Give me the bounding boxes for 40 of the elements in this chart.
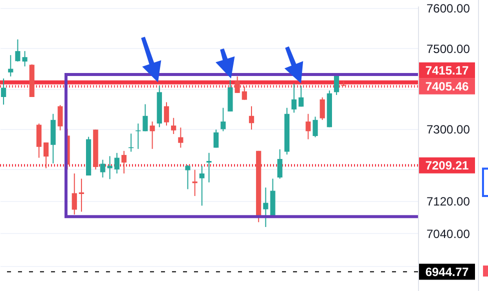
y-tick-label: 7500.00 <box>426 42 470 56</box>
candlestick <box>72 172 77 216</box>
ref-line-label: 7405.46 <box>425 79 470 94</box>
candlestick <box>8 54 14 77</box>
candlestick <box>114 152 120 174</box>
candlestick <box>185 164 190 190</box>
candlestick <box>312 116 318 138</box>
candlestick <box>178 127 184 148</box>
candlestick <box>214 129 219 148</box>
candlestick <box>199 165 204 206</box>
candlestick <box>164 102 170 126</box>
candlestick <box>298 85 304 108</box>
y-tick-label: 7120.00 <box>426 194 470 209</box>
candlestick <box>121 150 127 174</box>
candlestick <box>78 178 84 212</box>
ref-line-label: 7415.17 <box>425 63 470 78</box>
y-tick-label: 7600.00 <box>426 2 470 16</box>
candlestick <box>320 96 325 120</box>
candlestick <box>242 86 247 100</box>
candlestick <box>263 187 268 228</box>
candlestick <box>277 148 282 180</box>
candlestick <box>248 106 254 130</box>
candlestick <box>291 83 297 114</box>
candlestick <box>36 123 42 158</box>
candlestick <box>206 152 212 183</box>
candlestick <box>192 169 198 196</box>
candlestick <box>142 104 148 132</box>
ref-line-label: 6944.77 <box>425 264 470 279</box>
candlestick <box>44 142 49 169</box>
candlestick <box>306 113 311 140</box>
candlestick <box>220 107 226 132</box>
y-tick-label: 7040.00 <box>426 226 470 241</box>
y-tick-label: 7300.00 <box>426 122 470 136</box>
candlestick <box>171 117 176 135</box>
candlestick <box>58 104 63 131</box>
candlestick <box>150 121 155 150</box>
candlestick <box>0 78 6 106</box>
candlestick <box>100 159 106 178</box>
candlestick <box>234 76 240 94</box>
ref-line-label: 7209.21 <box>425 158 470 172</box>
